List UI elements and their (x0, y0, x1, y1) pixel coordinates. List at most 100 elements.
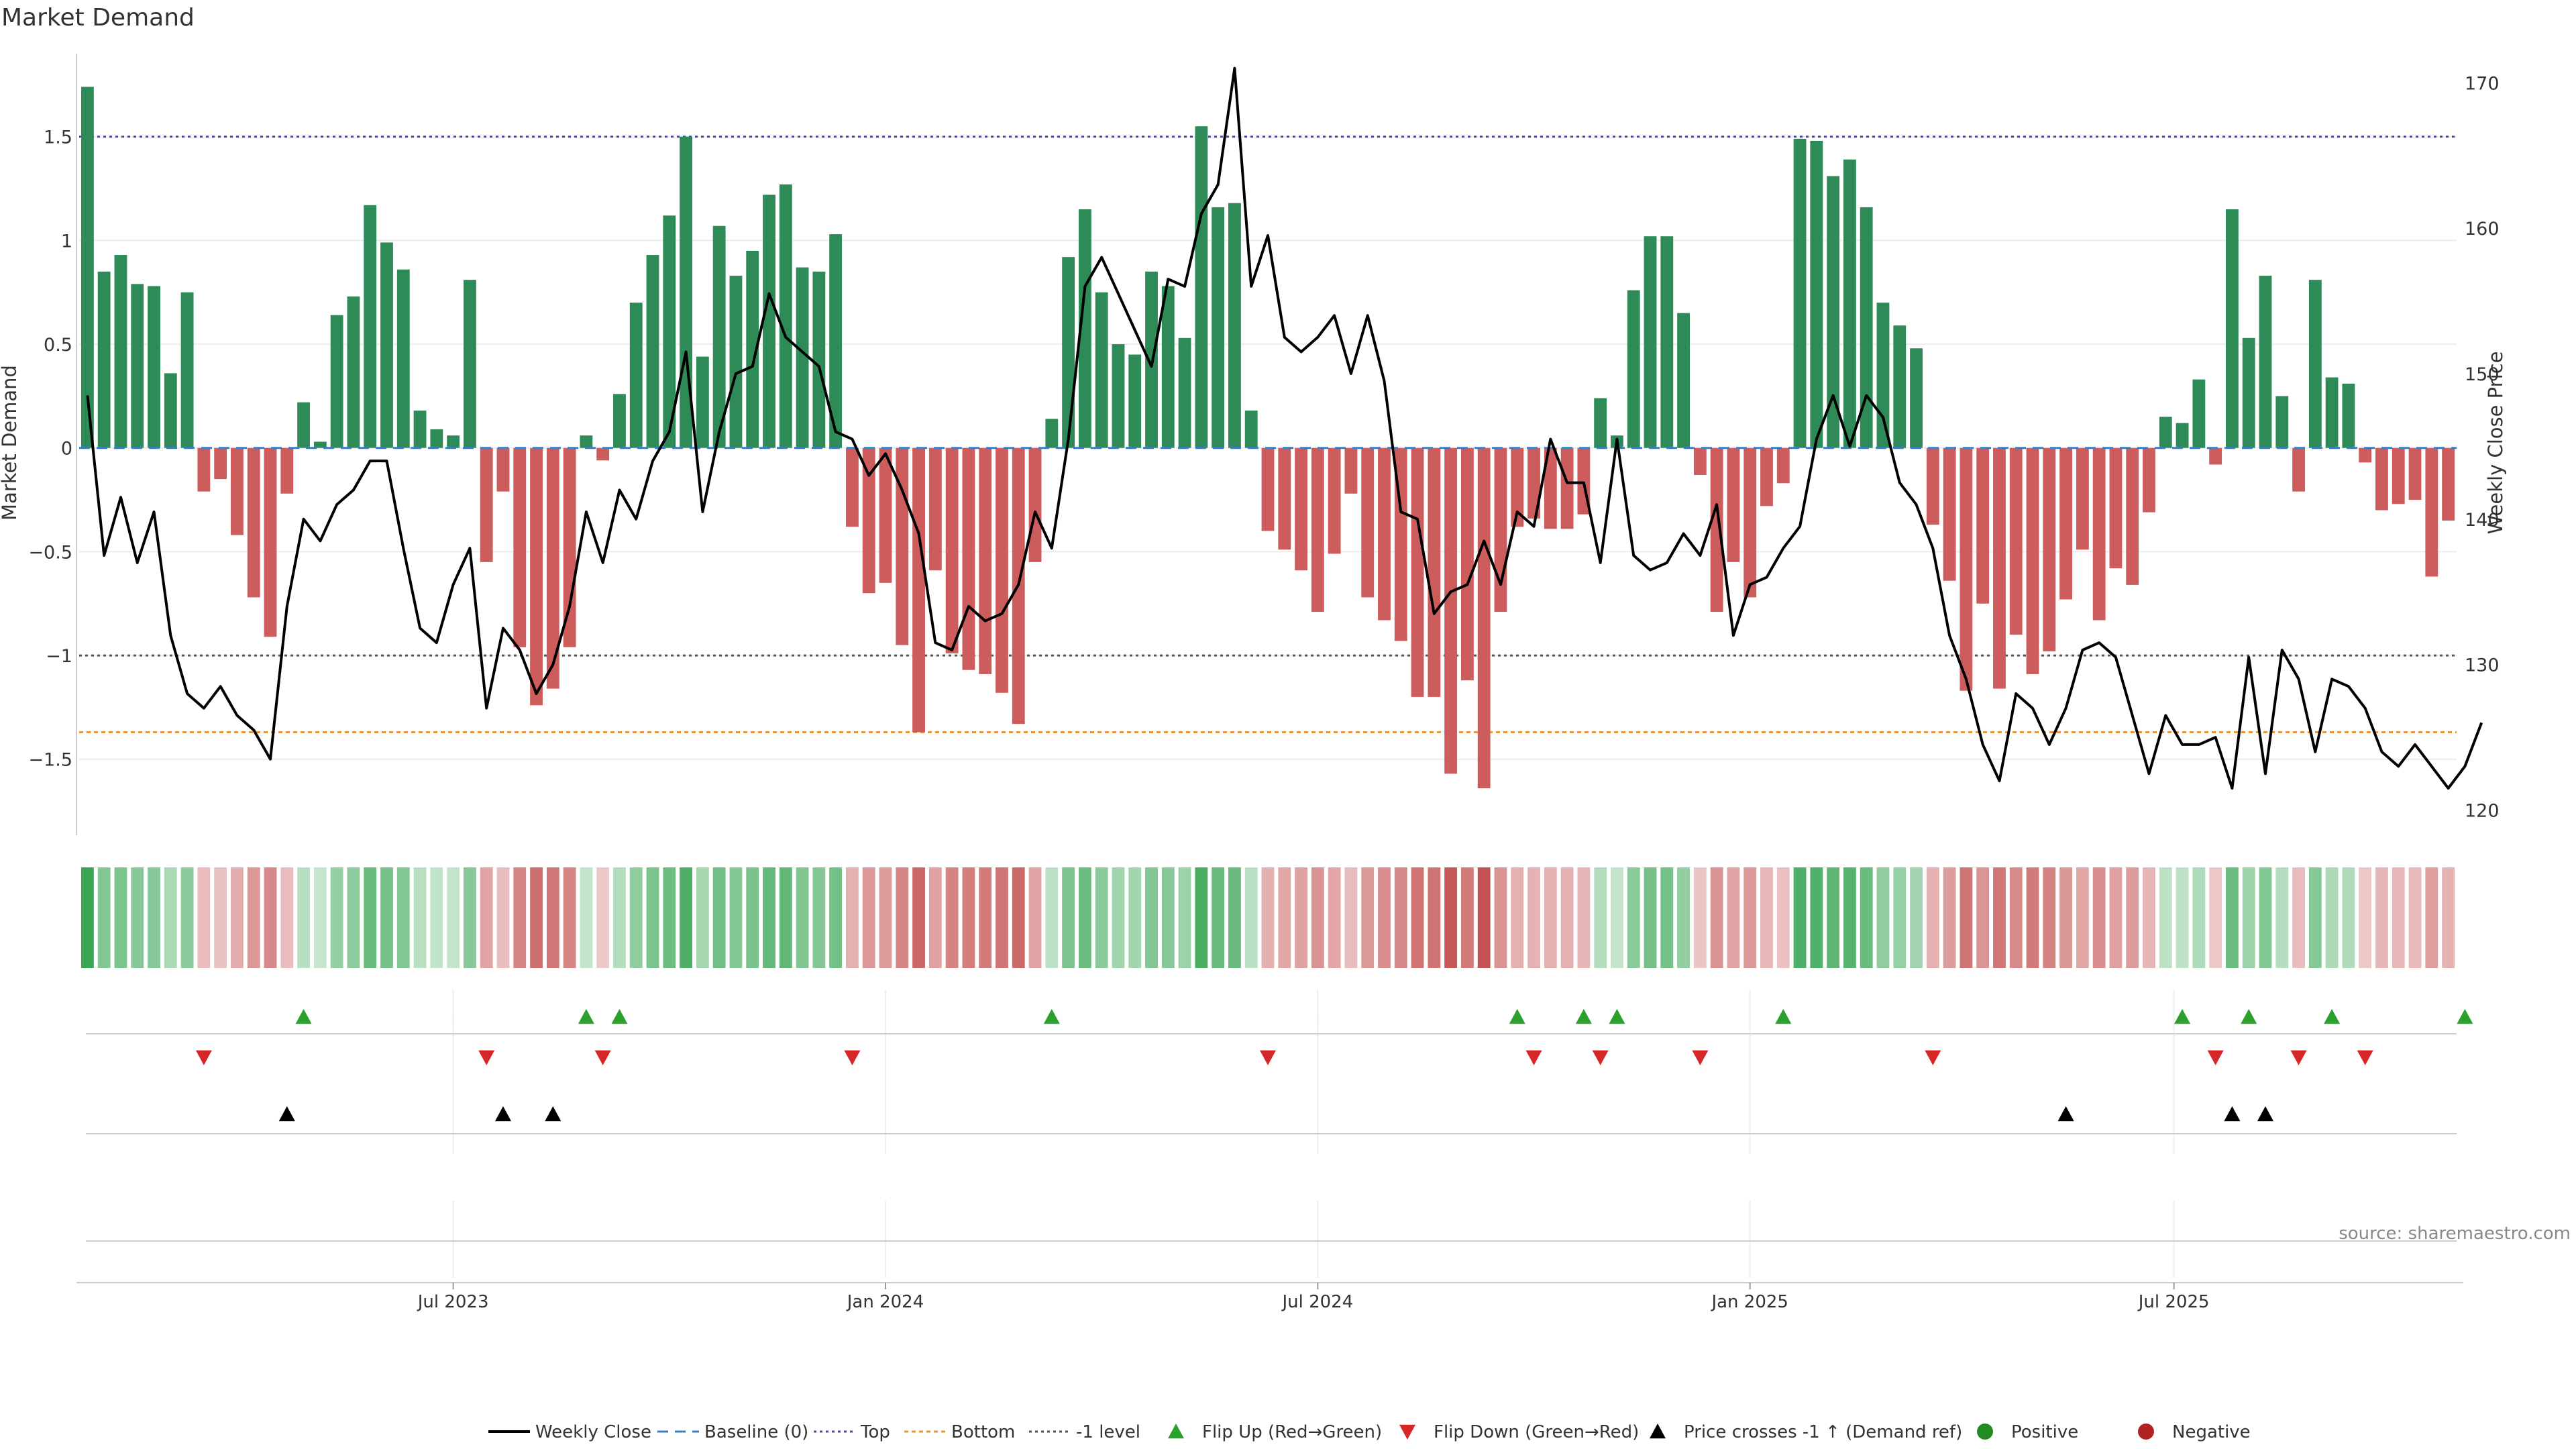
y2-tick-label: 150 (2465, 364, 2500, 385)
demand-bar (1095, 292, 1108, 448)
heat-cell (1477, 867, 1491, 968)
demand-bar (2026, 447, 2039, 674)
x-tick-label: Jul 2023 (417, 1292, 489, 1312)
heat-cell (1611, 867, 1623, 968)
demand-bar (2342, 383, 2355, 448)
demand-bar (396, 269, 410, 448)
demand-bar (663, 215, 676, 448)
price-cross-marker (2257, 1106, 2273, 1122)
heat-cell (580, 867, 593, 968)
flip-down-marker (1925, 1050, 1941, 1065)
demand-bar (413, 411, 427, 448)
price-cross-marker (545, 1106, 561, 1122)
y-tick-label: 1 (61, 231, 72, 252)
heat-cell (2076, 867, 2089, 968)
demand-bar (712, 225, 726, 448)
demand-bar (2392, 447, 2405, 504)
y2-tick-label: 140 (2465, 510, 2500, 531)
heat-cell (912, 867, 925, 968)
demand-bar (197, 447, 211, 492)
demand-bar (928, 447, 942, 571)
heat-cell (1444, 867, 1458, 968)
demand-bar (2375, 447, 2388, 511)
demand-bar (2275, 396, 2289, 448)
demand-bar (1893, 325, 1907, 448)
demand-bar (1378, 447, 1391, 621)
legend-label: -1 level (1076, 1422, 1140, 1442)
demand-bar (563, 447, 576, 647)
demand-bar (264, 447, 277, 637)
heat-cell (2176, 867, 2189, 968)
demand-bar (812, 271, 826, 448)
demand-bar (1776, 447, 1790, 484)
heat-cell (613, 867, 626, 968)
heat-cell (197, 867, 211, 968)
legend-price-cross-icon (1650, 1424, 1666, 1439)
demand-bar (546, 447, 559, 689)
flip-down-marker (1525, 1050, 1542, 1065)
heat-cell (1028, 867, 1042, 968)
legend-label: Flip Up (Red→Green) (1202, 1422, 1382, 1442)
heat-cell (1710, 867, 1723, 968)
demand-bar (2308, 280, 2322, 448)
heat-cell (447, 867, 460, 968)
flip-up-marker (1043, 1009, 1060, 1024)
heat-cell (896, 867, 909, 968)
heat-cell (646, 867, 659, 968)
demand-bar (1910, 348, 1923, 448)
demand-bar (480, 447, 493, 562)
demand-bar (1843, 159, 1856, 448)
demand-bar (97, 271, 111, 448)
demand-bar (1261, 447, 1275, 531)
demand-bar (1295, 447, 1307, 571)
heat-cell (563, 867, 576, 968)
y2-tick-label: 160 (2465, 219, 2500, 239)
x-axis-ticks: Jul 2023 Jan 2024 Jul 2024 Jan 2025 Jul 2025 (76, 1282, 2463, 1312)
demand-bar (2126, 447, 2139, 585)
demand-bar (2092, 447, 2106, 621)
demand-bar (1444, 447, 1458, 774)
demand-bar (148, 286, 160, 448)
heat-cell (2009, 867, 2023, 968)
heat-cell (330, 867, 343, 968)
demand-bar (1993, 447, 2006, 689)
legend-label: Top (860, 1422, 890, 1442)
flip-up-marker (1609, 1009, 1625, 1024)
demand-bar (1078, 209, 1091, 448)
demand-bar (530, 447, 543, 706)
y-axis-label: Market Demand (0, 365, 21, 521)
heat-cell (2442, 867, 2455, 968)
demand-bar (846, 447, 859, 527)
flip-up-marker (578, 1009, 594, 1024)
heat-cell (1012, 867, 1025, 968)
heat-cell (1843, 867, 1856, 968)
heat-cell (1577, 867, 1591, 968)
demand-bar (297, 402, 310, 448)
heat-cell (1178, 867, 1191, 968)
demand-bar (629, 303, 643, 448)
demand-bar (1943, 447, 1956, 581)
heat-cell (1527, 867, 1540, 968)
demand-bar (879, 447, 892, 583)
x-tick-label: Jul 2024 (1281, 1292, 1353, 1312)
y-tick-label: 0.5 (44, 335, 72, 356)
demand-bar (380, 242, 393, 448)
heat-cell (1893, 867, 1907, 968)
demand-bar (1161, 286, 1175, 448)
heat-cell (80, 867, 94, 968)
heat-cell (2109, 867, 2123, 968)
demand-bar (1644, 236, 1657, 448)
demand-bar (2143, 447, 2155, 513)
demand-bar (1926, 447, 1939, 525)
heat-cell (1244, 867, 1258, 968)
demand-bar (447, 435, 460, 448)
y-tick-label: 0 (61, 439, 72, 460)
heat-cell (629, 867, 643, 968)
demand-bar (2325, 377, 2339, 448)
demand-bar (1112, 344, 1125, 448)
y-tick-label: 1.5 (44, 127, 72, 148)
heat-cell (513, 867, 527, 968)
heat-cell (1095, 867, 1108, 968)
heat-cell (1910, 867, 1923, 968)
flip-down-marker (2290, 1050, 2307, 1065)
